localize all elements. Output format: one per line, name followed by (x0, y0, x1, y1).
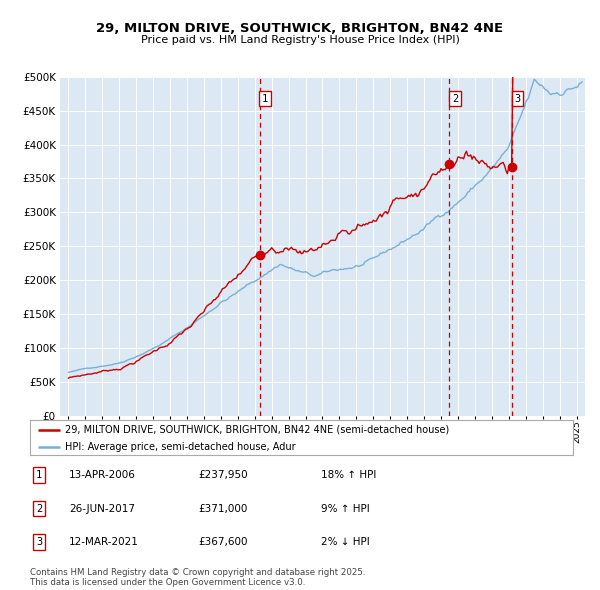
Text: 2% ↓ HPI: 2% ↓ HPI (321, 537, 370, 546)
Text: 3: 3 (36, 537, 42, 546)
Text: Price paid vs. HM Land Registry's House Price Index (HPI): Price paid vs. HM Land Registry's House … (140, 35, 460, 44)
Text: 26-JUN-2017: 26-JUN-2017 (69, 504, 135, 513)
Text: HPI: Average price, semi-detached house, Adur: HPI: Average price, semi-detached house,… (65, 442, 296, 451)
Text: £237,950: £237,950 (198, 470, 248, 480)
Text: £371,000: £371,000 (198, 504, 247, 513)
Text: 29, MILTON DRIVE, SOUTHWICK, BRIGHTON, BN42 4NE (semi-detached house): 29, MILTON DRIVE, SOUTHWICK, BRIGHTON, B… (65, 425, 449, 435)
Text: 2: 2 (452, 94, 458, 104)
Text: 13-APR-2006: 13-APR-2006 (69, 470, 136, 480)
Text: 12-MAR-2021: 12-MAR-2021 (69, 537, 139, 546)
Text: 1: 1 (36, 470, 42, 480)
Text: 29, MILTON DRIVE, SOUTHWICK, BRIGHTON, BN42 4NE: 29, MILTON DRIVE, SOUTHWICK, BRIGHTON, B… (97, 22, 503, 35)
Text: 9% ↑ HPI: 9% ↑ HPI (321, 504, 370, 513)
Text: £367,600: £367,600 (198, 537, 248, 546)
Text: 3: 3 (515, 94, 521, 104)
Text: 2: 2 (36, 504, 42, 513)
Text: 1: 1 (262, 94, 268, 104)
Text: 18% ↑ HPI: 18% ↑ HPI (321, 470, 376, 480)
Text: Contains HM Land Registry data © Crown copyright and database right 2025.
This d: Contains HM Land Registry data © Crown c… (30, 568, 365, 587)
